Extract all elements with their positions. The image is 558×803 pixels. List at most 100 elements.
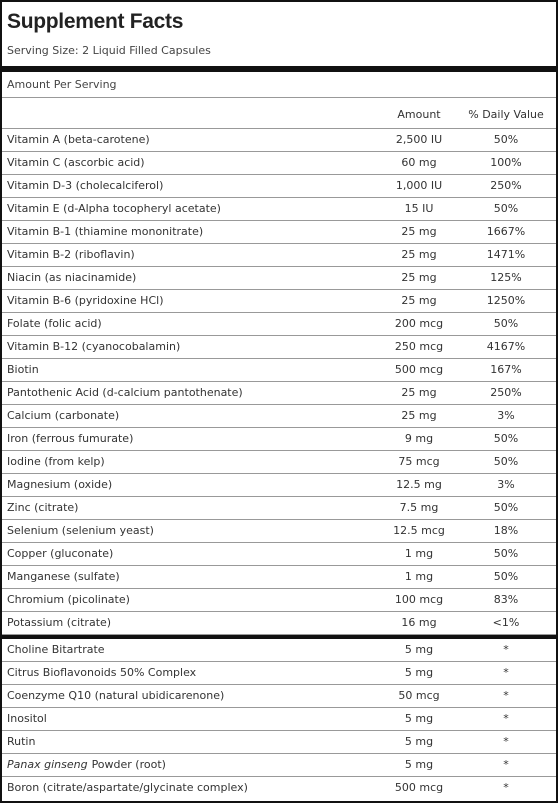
table-row: Vitamin A (beta-carotene) 2,500 IU 50% [2, 129, 556, 152]
spacer [2, 98, 374, 128]
divider [2, 66, 556, 72]
ingredient-name: Citrus Bioflavonoids 50% Complex [7, 666, 197, 679]
ingredient-name: Vitamin D-3 (cholecalciferol) [7, 179, 164, 192]
ingredient-name: Iron (ferrous fumurate) [7, 432, 134, 445]
table-row: Vitamin B-2 (riboflavin) 25 mg 1471% [2, 244, 556, 267]
daily-value: 50% [493, 501, 519, 514]
daily-value: 3% [497, 409, 515, 422]
amount: 7.5 mg [399, 501, 439, 514]
table-row: Pantothenic Acid (d-calcium pantothenate… [2, 382, 556, 405]
daily-value: 50% [493, 570, 519, 583]
amount: 25 mg [401, 386, 437, 399]
divider [2, 635, 556, 639]
daily-value: 50% [493, 432, 519, 445]
ingredient-name: Boron (citrate/aspartate/glycinate compl… [7, 781, 248, 794]
table-row: Coenzyme Q10 (natural ubidicarenone) 50 m… [2, 685, 556, 708]
amount: 12.5 mcg [393, 524, 445, 537]
ingredient-name: Iodine (from kelp) [7, 455, 105, 468]
title: Supplement Facts [7, 10, 184, 33]
amount: 2,500 IU [395, 133, 443, 146]
ingredient-name: Zinc (citrate) [7, 501, 79, 514]
amount: 1 mg [404, 570, 434, 583]
amount: 5 mg [404, 735, 434, 748]
amount: 200 mcg [394, 317, 444, 330]
table-row: Rutin 5 mg * [2, 731, 556, 754]
amount: 250 mcg [394, 340, 444, 353]
amount: 5 mg [404, 712, 434, 725]
amount: 1,000 IU [395, 179, 443, 192]
table-row: Inositol 5 mg * [2, 708, 556, 731]
amount: 60 mg [401, 156, 437, 169]
table-row: Niacin (as niacinamide) 25 mg 125% [2, 267, 556, 290]
daily-value: 1471% [486, 248, 526, 261]
table-row: Potassium (citrate) 16 mg <1% [2, 612, 556, 635]
table-row: Copper (gluconate) 1 mg 50% [2, 543, 556, 566]
daily-value: 3% [497, 478, 515, 491]
daily-value: * [503, 758, 509, 771]
amount: 12.5 mg [396, 478, 442, 491]
ingredient-name: Vitamin B-6 (pyridoxine HCl) [7, 294, 164, 307]
daily-value: * [503, 735, 509, 748]
daily-value: 1667% [486, 225, 526, 238]
other-rows: Choline Bitartrate 5 mg * Citrus Bioflavono… [2, 639, 556, 799]
amount: 16 mg [401, 616, 437, 629]
ingredient-name-italic: Panax ginseng [7, 758, 88, 771]
ingredient-name: Magnesium (oxide) [7, 478, 113, 491]
table-row: Folate (folic acid) 200 mcg 50% [2, 313, 556, 336]
table-row: Vitamin E (d-Alpha tocopheryl acetate) 15… [2, 198, 556, 221]
ingredient-name: Folate (folic acid) [7, 317, 102, 330]
daily-value: 100% [490, 156, 522, 169]
table-row: Choline Bitartrate 5 mg * [2, 639, 556, 662]
daily-value: * [503, 666, 509, 679]
ingredient-name: Vitamin C (ascorbic acid) [7, 156, 145, 169]
daily-value: 167% [490, 363, 522, 376]
table-row: Selenium (selenium yeast) 12.5 mcg 18% [2, 520, 556, 543]
ingredient-name: Calcium (carbonate) [7, 409, 120, 422]
daily-value: 250% [490, 179, 522, 192]
ingredient-name: Potassium (citrate) [7, 616, 112, 629]
amount-per-serving: Amount Per Serving [2, 72, 556, 98]
daily-value: * [503, 643, 509, 656]
table-row: Vitamin B-1 (thiamine mononitrate) 25 mg 1… [2, 221, 556, 244]
ingredient-name: Choline Bitartrate [7, 643, 105, 656]
ingredient-name: Vitamin B-1 (thiamine mononitrate) [7, 225, 204, 238]
daily-value: * [503, 712, 509, 725]
serving-size: Serving Size: 2 Liquid Filled Capsules [7, 44, 211, 57]
amount: 25 mg [401, 271, 437, 284]
amount: 5 mg [404, 758, 434, 771]
table-row: Calcium (carbonate) 25 mg 3% [2, 405, 556, 428]
column-label: % Daily Value [468, 108, 544, 121]
ingredient-name-rest: Powder (root) [91, 758, 166, 771]
nutrient-rows: Vitamin A (beta-carotene) 2,500 IU 50% Vita… [2, 129, 556, 635]
table-row: Vitamin C (ascorbic acid) 60 mg 100% [2, 152, 556, 175]
ingredient-name: Niacin (as niacinamide) [7, 271, 137, 284]
table-row: Vitamin B-12 (cyanocobalamin) 250 mcg 4167… [2, 336, 556, 359]
amount: 500 mcg [394, 363, 444, 376]
column-label: Amount [397, 108, 441, 121]
amount: 75 mcg [398, 455, 440, 468]
daily-value: 50% [493, 202, 519, 215]
ingredient-name: Vitamin A (beta-carotene) [7, 133, 150, 146]
table-row: Zinc (citrate) 7.5 mg 50% [2, 497, 556, 520]
ingredient-name: Biotin [7, 363, 39, 376]
header: Supplement Facts Serving Size: 2 Liquid … [2, 2, 556, 66]
daily-value: 1250% [486, 294, 526, 307]
amount: 50 mcg [398, 689, 440, 702]
amount: 9 mg [404, 432, 434, 445]
ingredient-name: Chromium (picolinate) [7, 593, 130, 606]
table-row: Manganese (sulfate) 1 mg 50% [2, 566, 556, 589]
table-row: Vitamin B-6 (pyridoxine HCl) 25 mg 1250% [2, 290, 556, 313]
amount: 25 mg [401, 225, 437, 238]
ingredient-name: Rutin [7, 735, 36, 748]
daily-value: 4167% [486, 340, 526, 353]
amount: 5 mg [404, 666, 434, 679]
table-row: Citrus Bioflavonoids 50% Complex 5 mg * [2, 662, 556, 685]
amount: 100 mcg [394, 593, 444, 606]
ingredient-name: Vitamin B-2 (riboflavin) [7, 248, 135, 261]
amount: 5 mg [404, 643, 434, 656]
table-row: Iodine (from kelp) 75 mcg 50% [2, 451, 556, 474]
table-row: Magnesium (oxide) 12.5 mg 3% [2, 474, 556, 497]
daily-value: 18% [493, 524, 519, 537]
ingredient-name: Coenzyme Q10 (natural ubidicarenone) [7, 689, 225, 702]
